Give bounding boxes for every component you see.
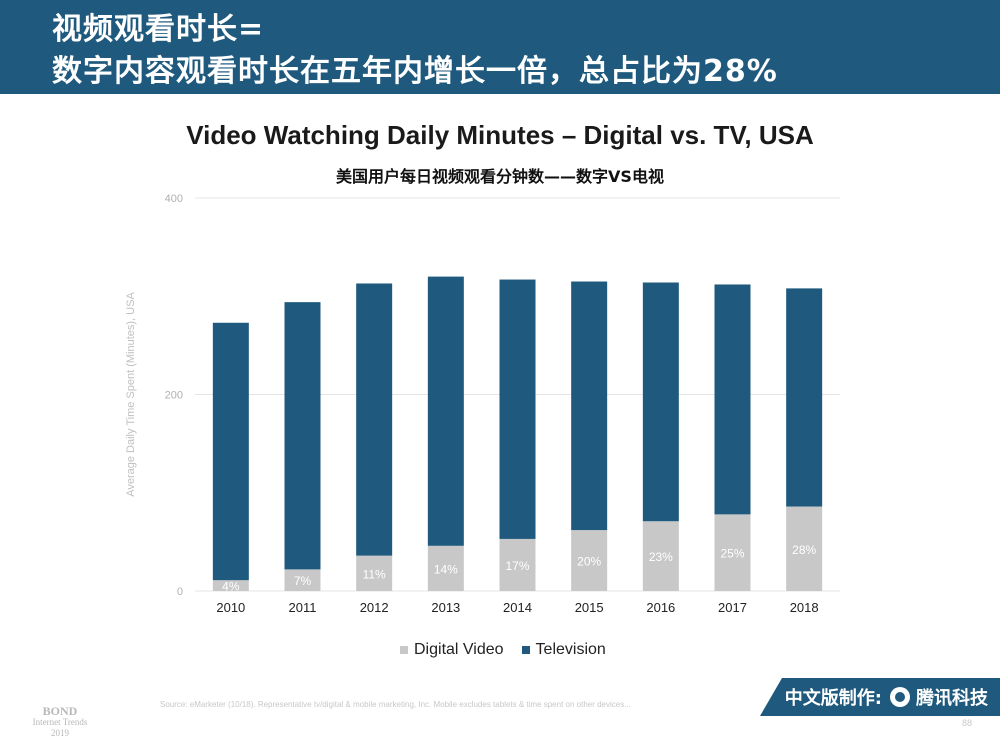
- brand-label: 中文版制作:: [784, 688, 882, 709]
- data-label-digital: 17%: [505, 559, 529, 573]
- x-tick-label: 2018: [790, 600, 819, 615]
- legend-item-digital: Digital Video: [400, 641, 504, 659]
- data-label-digital: 14%: [434, 562, 458, 576]
- bar-digital-video: [786, 506, 823, 591]
- bar-television: [571, 281, 608, 531]
- y-tick-label: 400: [165, 193, 183, 205]
- chart-legend: Digital Video Television: [400, 641, 606, 659]
- bar-digital-video: [427, 545, 464, 591]
- data-label-digital: 20%: [577, 555, 601, 569]
- bar-television: [427, 276, 464, 546]
- bar-television: [499, 279, 536, 539]
- tencent-logo-icon: [890, 687, 910, 707]
- bar-digital-video: [571, 530, 608, 591]
- bar-digital-video: [212, 580, 249, 591]
- legend-swatch-digital: [400, 646, 408, 654]
- x-tick-label: 2010: [216, 600, 245, 615]
- bar-digital-video: [356, 555, 393, 591]
- bond-report: Internet Trends: [32, 717, 88, 727]
- data-label-digital: 7%: [294, 574, 312, 588]
- page-title-line2: 数字内容观看时长在五年内增长一倍，总占比为28%: [52, 54, 778, 89]
- data-label-digital: 11%: [363, 567, 386, 581]
- brand-banner: 中文版制作: 腾讯科技: [760, 678, 1000, 716]
- x-tick-label: 2015: [575, 600, 604, 615]
- title-banner: 视频观看时长= 数字内容观看时长在五年内增长一倍，总占比为28%: [0, 0, 1000, 94]
- x-tick-label: 2017: [718, 600, 747, 615]
- bar-television: [212, 322, 249, 581]
- x-tick-label: 2011: [289, 600, 317, 615]
- bar-digital-video: [499, 538, 536, 591]
- bond-year: 2019: [51, 728, 69, 738]
- data-label-digital: 28%: [792, 543, 816, 557]
- bar-digital-video: [284, 569, 321, 591]
- bar-television: [786, 288, 823, 507]
- page-title-line1: 视频观看时长=: [52, 12, 265, 47]
- legend-label-digital: Digital Video: [414, 641, 504, 658]
- data-label-digital: 4%: [222, 580, 240, 594]
- bar-digital-video: [714, 514, 751, 591]
- chart-title: Video Watching Daily Minutes – Digital v…: [186, 120, 814, 150]
- bar-television: [642, 282, 679, 522]
- x-tick-label: 2012: [360, 600, 389, 615]
- bar-television: [284, 302, 321, 570]
- legend-item-tv: Television: [521, 641, 606, 659]
- legend-label-tv: Television: [535, 641, 606, 658]
- bond-logo: BOND Internet Trends 2019: [20, 704, 100, 739]
- bar-digital-video: [642, 521, 679, 591]
- y-axis-label: Average Daily Time Spent (Minutes), USA: [125, 292, 137, 497]
- page-number: 88: [962, 718, 973, 728]
- data-label-digital: 25%: [720, 547, 744, 561]
- legend-swatch-tv: [521, 646, 530, 654]
- source-note: Source: eMarketer (10/18). Representativ…: [160, 700, 631, 709]
- x-tick-label: 2016: [646, 600, 675, 615]
- brand-name: 腾讯科技: [916, 688, 988, 709]
- chart-subtitle: 美国用户每日视频观看分钟数——数字VS电视: [336, 167, 664, 186]
- bar-television: [714, 284, 751, 515]
- y-tick-label: 0: [177, 586, 183, 598]
- bar-television: [356, 283, 393, 556]
- bond-name: BOND: [42, 704, 78, 718]
- x-tick-label: 2013: [431, 600, 460, 615]
- x-tick-label: 2014: [503, 600, 532, 615]
- data-label-digital: 23%: [649, 550, 673, 564]
- y-tick-label: 200: [165, 390, 183, 402]
